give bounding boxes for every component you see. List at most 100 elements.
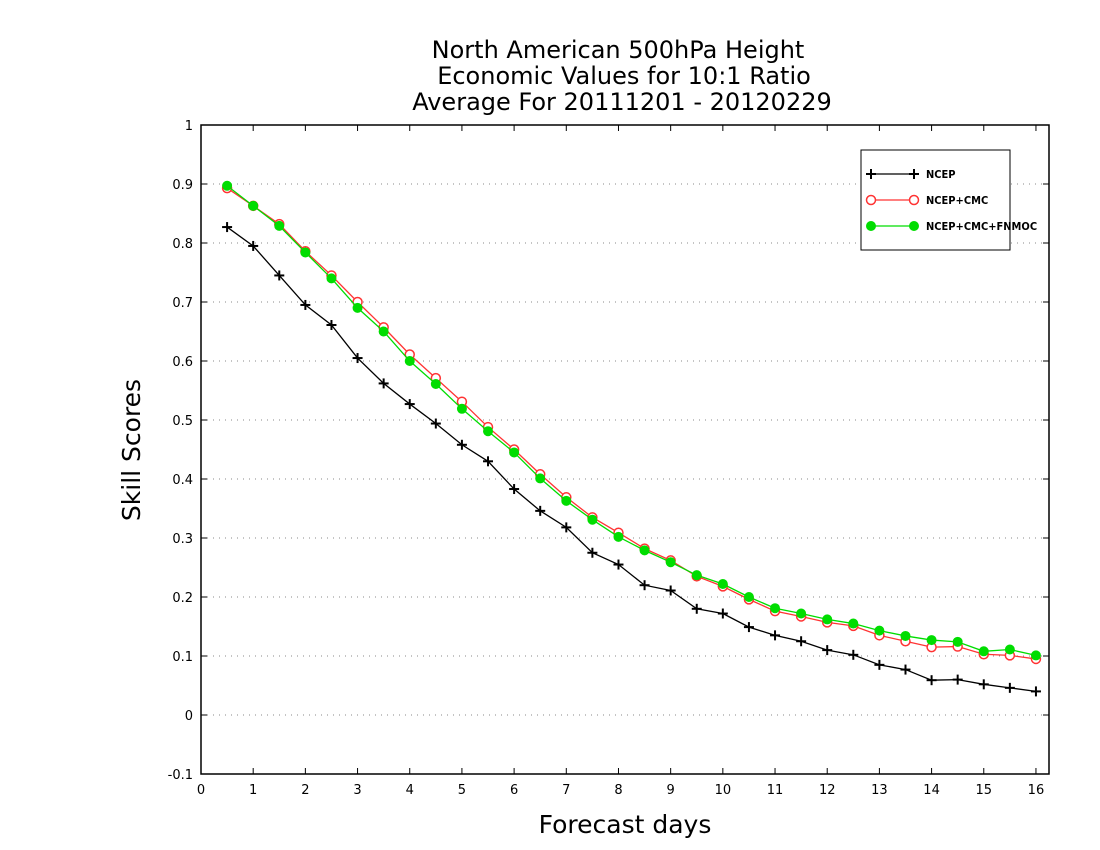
series-line <box>226 185 1037 657</box>
y-tick-label: 0.2 <box>172 591 193 606</box>
legend-marker <box>866 169 876 179</box>
legend-item: NCEP+CMC <box>865 194 988 207</box>
data-point <box>378 378 389 389</box>
y-tick-label: 0.5 <box>172 414 193 429</box>
data-point <box>222 180 233 191</box>
legend-marker <box>866 221 876 231</box>
data-point <box>770 603 781 614</box>
data-point <box>483 456 494 467</box>
y-tick-label: 0 <box>185 709 193 724</box>
data-point <box>326 320 337 331</box>
data-point <box>1030 686 1041 697</box>
x-tick-label: 2 <box>301 783 309 798</box>
data-point <box>274 270 285 281</box>
data-point <box>665 585 676 596</box>
data-point <box>509 484 520 495</box>
title-line-3: Average For 20111201 - 20120229 <box>412 88 832 116</box>
data-point <box>926 675 937 686</box>
series-group <box>221 180 1042 697</box>
y-tick-label: -0.1 <box>168 768 193 783</box>
y-tick-label: 0.4 <box>172 473 193 488</box>
data-point <box>326 273 337 284</box>
data-point <box>848 618 859 629</box>
data-point <box>717 608 728 619</box>
data-point <box>639 580 650 591</box>
data-point <box>1030 650 1041 661</box>
y-tick-label: 0.8 <box>172 237 193 252</box>
x-tick-label: 4 <box>406 783 414 798</box>
data-point <box>300 299 311 310</box>
x-tick-label: 11 <box>767 783 784 798</box>
y-tick-label: 0.7 <box>172 296 193 311</box>
data-point <box>248 200 259 211</box>
legend-label: NCEP+CMC+FNMOC <box>926 220 1037 233</box>
data-point <box>822 614 833 625</box>
x-tick-label: 0 <box>197 783 205 798</box>
axis-ticks <box>200 124 1049 775</box>
y-tick-label: 1 <box>185 119 193 134</box>
x-tick-label: 8 <box>614 783 622 798</box>
series-line <box>226 187 1037 660</box>
data-point <box>691 603 702 614</box>
x-tick-label: 3 <box>353 783 361 798</box>
data-point <box>404 399 415 410</box>
data-point <box>874 625 885 636</box>
x-tick-label: 13 <box>871 783 888 798</box>
data-point <box>248 240 259 251</box>
data-point <box>378 326 389 337</box>
data-point <box>743 622 754 633</box>
data-point <box>691 570 702 581</box>
data-point <box>352 302 363 313</box>
x-tick-label: 14 <box>923 783 940 798</box>
data-point <box>874 659 885 670</box>
x-tick-labels: 0 1 2 3 4 5 6 7 8 9 10 11 12 13 14 15 16 <box>197 783 1044 798</box>
legend: NCEP NCEP+CMC NCEP+CMC+FNMOC <box>860 149 1037 251</box>
data-point <box>848 649 859 660</box>
data-point <box>978 679 989 690</box>
data-point <box>770 630 781 641</box>
x-tick-label: 7 <box>562 783 570 798</box>
x-axis-label: Forecast days <box>539 810 712 839</box>
x-tick-label: 15 <box>975 783 992 798</box>
data-point <box>900 664 911 675</box>
data-point <box>352 353 363 364</box>
legend-marker <box>908 194 920 206</box>
data-point <box>822 645 833 656</box>
data-point <box>639 545 650 556</box>
legend-marker <box>909 169 919 179</box>
x-tick-label: 9 <box>667 783 675 798</box>
data-point <box>509 447 520 458</box>
legend-marker <box>865 194 877 206</box>
series-1 <box>222 222 1041 697</box>
data-point <box>613 559 624 570</box>
data-point <box>404 356 415 366</box>
x-tick-label: 16 <box>1028 783 1045 798</box>
data-point <box>978 646 989 657</box>
data-point <box>456 403 467 414</box>
data-point <box>665 557 676 568</box>
x-tick-label: 1 <box>249 783 257 798</box>
y-tick-label: 0.6 <box>172 355 193 370</box>
data-point <box>222 222 233 233</box>
legend-item: NCEP+CMC+FNMOC <box>866 220 1037 233</box>
series-3 <box>222 180 1041 661</box>
data-point <box>1004 682 1015 693</box>
title-line-2: Economic Values for 10:1 Ratio <box>437 62 811 90</box>
data-point <box>952 636 963 647</box>
data-point <box>952 674 963 685</box>
data-point <box>430 418 441 429</box>
data-point <box>796 636 807 647</box>
plot-frame <box>200 124 1050 775</box>
data-point <box>456 439 467 450</box>
x-tick-label: 6 <box>510 783 518 798</box>
gridlines <box>201 183 1049 716</box>
series-2 <box>221 182 1042 665</box>
data-point <box>483 426 494 437</box>
legend-label: NCEP+CMC <box>926 194 988 207</box>
legend-marker <box>909 221 919 231</box>
data-point <box>561 495 572 506</box>
data-point <box>587 514 598 525</box>
data-point <box>274 220 285 231</box>
x-tick-label: 10 <box>715 783 732 798</box>
